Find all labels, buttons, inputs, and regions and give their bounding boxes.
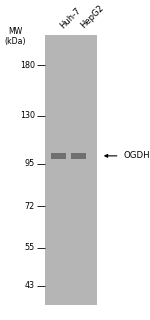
Text: OGDH: OGDH: [123, 151, 150, 160]
Text: 180: 180: [20, 61, 35, 70]
Text: 72: 72: [25, 202, 35, 211]
Bar: [51, 153, 66, 159]
Text: HepG2: HepG2: [78, 3, 105, 30]
Text: 55: 55: [25, 243, 35, 252]
Bar: [71, 153, 86, 159]
Text: 130: 130: [20, 111, 35, 120]
Text: 95: 95: [25, 159, 35, 168]
Text: 43: 43: [25, 281, 35, 290]
Text: Huh-7: Huh-7: [58, 6, 83, 30]
Text: MW
(kDa): MW (kDa): [4, 27, 26, 46]
